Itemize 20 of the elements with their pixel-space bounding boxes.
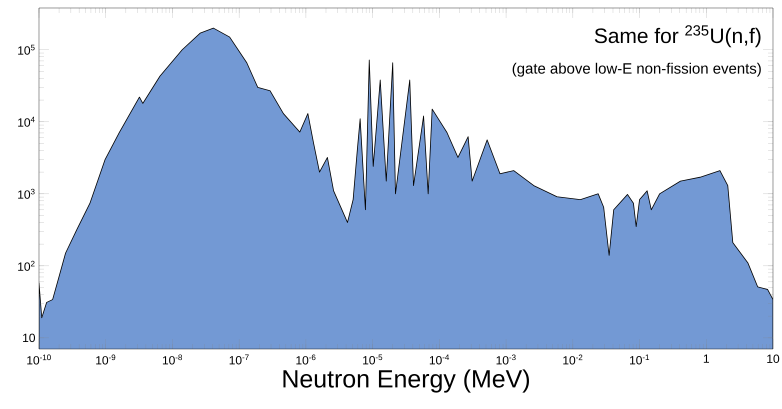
y-tick-label: 10$^{5}$: [18, 44, 35, 55]
y-tick-label: 10: [23, 334, 36, 342]
x-tick-label: 1: [704, 354, 710, 363]
x-tick-label: 10: [767, 354, 780, 363]
x-tick-label: 10$^{-10}$: [27, 354, 51, 365]
y-tick-label: 10$^{3}$: [18, 188, 35, 199]
text: Same for $^{235}$U(n,f): [594, 25, 760, 48]
x-tick-label: 10$^{-8}$: [162, 354, 182, 365]
x-tick-label: 10$^{-1}$: [630, 354, 650, 364]
x-tick-label: 10$^{-9}$: [96, 354, 116, 365]
x-tick-label: 10$^{-4}$: [430, 354, 450, 364]
text: (gate above low-E non-fission events): [512, 62, 761, 77]
x-tick-label: 10$^{-7}$: [230, 354, 249, 364]
y-tick-label: 10$^{4}$: [18, 116, 35, 127]
x-tick-label: 10$^{-3}$: [496, 354, 516, 365]
y-tick-label: 10$^{2}$: [18, 260, 35, 271]
x-tick-label: 10$^{-2}$: [563, 354, 582, 365]
x-tick-label: 10$^{-5}$: [363, 354, 382, 364]
x-tick-label: 10$^{-6}$: [296, 354, 316, 365]
x-axis-title: Neutron Energy (MeV): [283, 369, 529, 393]
